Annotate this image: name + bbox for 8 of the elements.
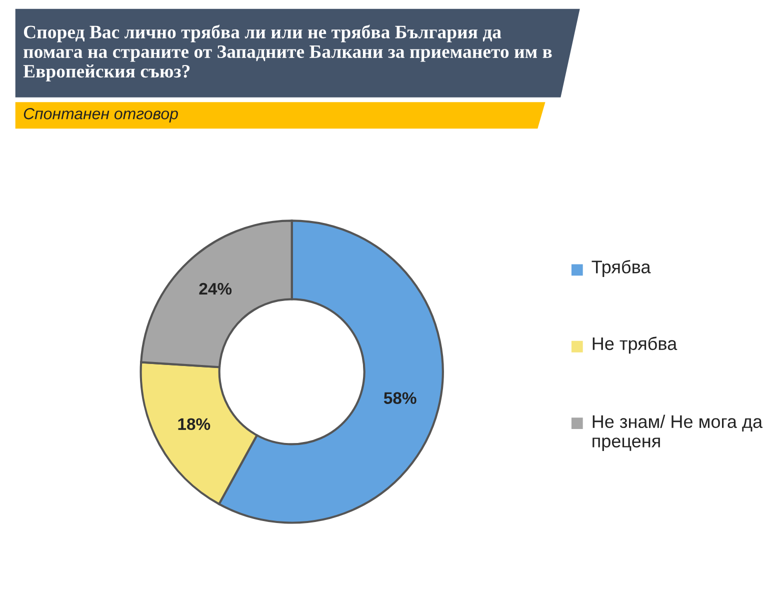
- legend-label: Не знам/ Не мога да преценя: [592, 414, 763, 452]
- data-label: 58%: [384, 392, 416, 404]
- legend-label: Трябва: [592, 260, 651, 277]
- chart-subtitle: Спонтанен отговор: [24, 108, 178, 122]
- data-label: 18%: [178, 418, 210, 430]
- legend-label: Не трябва: [592, 336, 678, 354]
- data-label: 24%: [199, 282, 232, 295]
- chart-title: Според Вас лично трябва ли или не трябва България да помага на страните от Западните Балкани за приемането им в Европейския съюз?: [23, 24, 552, 82]
